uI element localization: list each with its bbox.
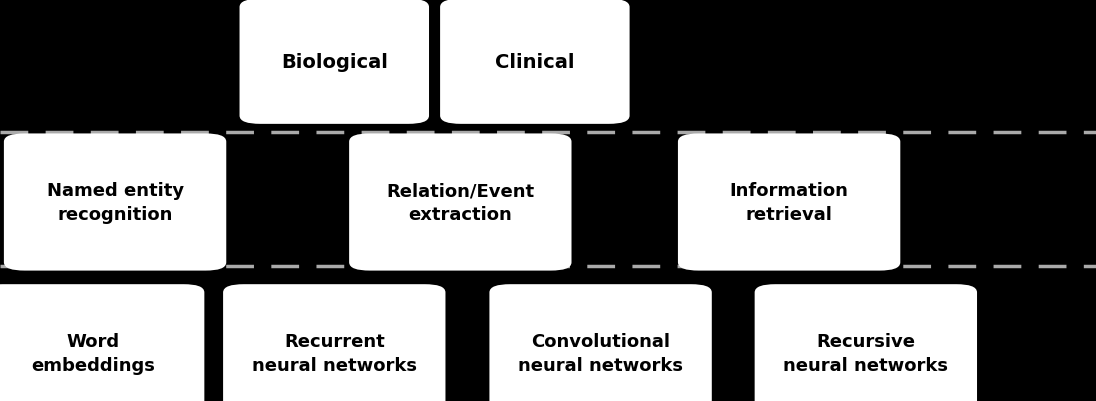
Text: Word
embeddings: Word embeddings [31, 332, 156, 374]
FancyBboxPatch shape [350, 135, 570, 270]
FancyBboxPatch shape [241, 1, 427, 124]
Text: Clinical: Clinical [495, 53, 574, 72]
FancyBboxPatch shape [4, 135, 226, 270]
FancyBboxPatch shape [491, 286, 711, 401]
FancyBboxPatch shape [678, 135, 899, 270]
Text: Information
retrieval: Information retrieval [730, 182, 848, 223]
Text: Recurrent
neural networks: Recurrent neural networks [252, 332, 416, 374]
Text: Convolutional
neural networks: Convolutional neural networks [518, 332, 683, 374]
FancyBboxPatch shape [756, 286, 977, 401]
FancyBboxPatch shape [224, 286, 445, 401]
Text: Recursive
neural networks: Recursive neural networks [784, 332, 948, 374]
FancyBboxPatch shape [441, 1, 629, 124]
FancyBboxPatch shape [0, 286, 204, 401]
Text: Biological: Biological [281, 53, 388, 72]
Text: Relation/Event
extraction: Relation/Event extraction [386, 182, 535, 223]
Text: Named entity
recognition: Named entity recognition [46, 182, 184, 223]
